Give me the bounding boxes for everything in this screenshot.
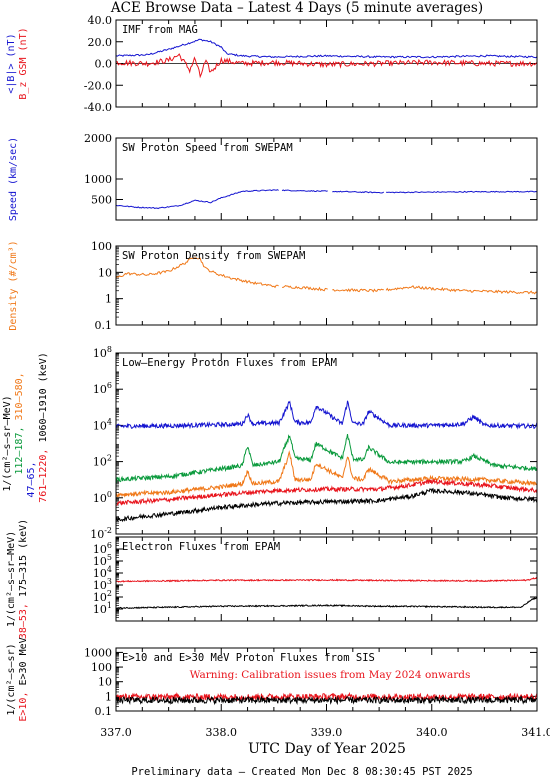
plot-frame bbox=[115, 19, 538, 108]
series-line-38-53 bbox=[116, 576, 537, 583]
y-tick-label: 500 bbox=[91, 194, 112, 207]
y-tick-label: 0.0 bbox=[95, 58, 113, 71]
svg-text:E>10, E>30 MeV: E>10, E>30 MeV bbox=[18, 637, 29, 721]
y-tick-label: 1000 bbox=[84, 173, 112, 186]
y-tick-labels: 2000 1000 500 bbox=[84, 132, 537, 207]
y-tick-label: 0.1 bbox=[95, 705, 113, 718]
y-tick-label: 104 bbox=[93, 417, 112, 432]
panels: 40.0 20.0 0.0 -20.0 -40.0 IMF from MAG <|B|> (… bbox=[2, 14, 538, 722]
panel-title: SW Proton Density from SWEPAM bbox=[122, 250, 305, 262]
x-tick-label: 339.0 bbox=[311, 726, 343, 739]
y-axis-label: 1/(cm²–s–sr–MeV) 112–187, 310–580,47–65, 7… bbox=[2, 352, 49, 503]
y-tick-labels: 108 106 104 102 100 10-2 bbox=[90, 345, 537, 541]
plot-frame bbox=[115, 536, 538, 622]
y-tick-label: 40.0 bbox=[88, 14, 113, 27]
y-tick-label: 2000 bbox=[84, 132, 112, 145]
svg-text:112–187, 310–580,: 112–187, 310–580, bbox=[14, 372, 25, 474]
y-tick-label: 1 bbox=[105, 293, 112, 306]
y-tick-label: 108 bbox=[93, 345, 112, 360]
svg-text:Density (#/cm³): Density (#/cm³) bbox=[8, 240, 19, 330]
calibration-warning: Warning: Calibration issues from May 202… bbox=[190, 669, 471, 681]
panel-title: IMF from MAG bbox=[122, 24, 198, 36]
y-axis-label: 1/(cm²–s–sr–MeV) 38–53, 175–315 (keV) bbox=[6, 519, 29, 639]
y-tick-label: -40.0 bbox=[84, 101, 112, 114]
x-tick-label: 337.0 bbox=[100, 726, 132, 739]
y-tick-labels: 40.0 20.0 0.0 -20.0 -40.0 bbox=[84, 14, 537, 114]
footer-note: Preliminary data – Created Mon Dec 8 08:… bbox=[131, 766, 472, 778]
svg-text:1/(cm²–s–sr): 1/(cm²–s–sr) bbox=[6, 643, 17, 715]
svg-text:1/(cm²–s–sr–MeV): 1/(cm²–s–sr–MeV) bbox=[6, 531, 17, 627]
svg-text:47–65,: 47–65, bbox=[26, 461, 37, 497]
series-line-310-580 bbox=[116, 450, 537, 498]
svg-text:B_z GSM (nT): B_z GSM (nT) bbox=[18, 27, 29, 99]
y-axis-label: Speed (km/sec) bbox=[8, 137, 19, 221]
y-tick-label: 101 bbox=[93, 601, 112, 616]
series-line-112-187 bbox=[116, 434, 537, 484]
x-axis-label: UTC Day of Year 2025 bbox=[248, 741, 406, 757]
panel-title: SW Proton Speed from SWEPAM bbox=[122, 142, 293, 154]
plot-frame bbox=[115, 245, 538, 326]
series-line--b- bbox=[116, 38, 537, 59]
plot-frame bbox=[115, 647, 538, 712]
panel-density: 100 10 1 0.1 SW Proton Density from SWEPAM De… bbox=[8, 240, 538, 332]
svg-text:Speed (km/sec): Speed (km/sec) bbox=[8, 137, 19, 221]
plot-frame bbox=[115, 137, 538, 221]
y-tick-label: -20.0 bbox=[84, 79, 112, 92]
panel-sis: 1000 100 101 0.1 E>10 and E>30 MeV Proton Fl… bbox=[6, 637, 538, 722]
y-tick-label: 20.0 bbox=[88, 36, 113, 49]
plot-frame bbox=[115, 352, 538, 535]
panel-epam_p: 108 106 104 102 100 10-2 Low–Energy Proton Flu… bbox=[2, 345, 538, 541]
x-tick-label: 341.0 bbox=[521, 726, 550, 739]
svg-text:38–53, 175–315 (keV): 38–53, 175–315 (keV) bbox=[18, 519, 29, 639]
series-line-e-30 bbox=[116, 695, 537, 706]
y-tick-label: 10-2 bbox=[90, 526, 112, 541]
series-line-47-65 bbox=[116, 400, 537, 430]
panel-title: Electron Fluxes from EPAM bbox=[122, 541, 280, 553]
figure-title: ACE Browse Data – Latest 4 Days (5 minut… bbox=[110, 0, 483, 16]
y-tick-label: 102 bbox=[93, 454, 112, 469]
y-axis-label: <|B|> (nT) B_z GSM (nT) bbox=[6, 27, 29, 99]
series-line-speed bbox=[116, 189, 537, 210]
svg-text:1/(cm²–s–sr–MeV): 1/(cm²–s–sr–MeV) bbox=[2, 395, 13, 491]
svg-text:<|B|> (nT): <|B|> (nT) bbox=[6, 33, 17, 93]
y-tick-label: 100 bbox=[91, 240, 112, 253]
y-tick-label: 10 bbox=[98, 676, 112, 689]
series-line-b-z-gsm bbox=[116, 53, 537, 79]
y-tick-label: 0.1 bbox=[95, 319, 113, 332]
svg-text:761–1220, 1060–1910 (keV): 761–1220, 1060–1910 (keV) bbox=[38, 352, 49, 503]
series-line-1060-1910 bbox=[116, 487, 537, 523]
x-tick-labels: 337.0 338.0 339.0 340.0 341.0 bbox=[100, 726, 550, 739]
panel-speed: 2000 1000 500 SW Proton Speed from SWEPAM Sp… bbox=[8, 132, 538, 221]
series-line-761-1220 bbox=[116, 478, 537, 506]
series-line-175-315 bbox=[116, 596, 537, 610]
y-tick-label: 100 bbox=[91, 661, 112, 674]
panel-title: Low–Energy Proton Fluxes from EPAM bbox=[122, 357, 337, 369]
panel-title: E>10 and E>30 MeV Proton Fluxes from SIS bbox=[122, 652, 375, 664]
x-tick-label: 340.0 bbox=[416, 726, 448, 739]
panel-imf: 40.0 20.0 0.0 -20.0 -40.0 IMF from MAG <|B|> (… bbox=[6, 14, 538, 114]
y-tick-label: 100 bbox=[93, 490, 112, 505]
y-axis-label: Density (#/cm³) bbox=[8, 240, 19, 330]
y-tick-label: 10 bbox=[98, 266, 112, 279]
y-axis-label: 1/(cm²–s–sr) E>10, E>30 MeV bbox=[6, 637, 29, 721]
y-tick-label: 1 bbox=[105, 690, 112, 703]
series-line-density bbox=[116, 257, 537, 295]
x-tick-label: 338.0 bbox=[206, 726, 238, 739]
y-tick-label: 106 bbox=[93, 381, 112, 396]
y-tick-label: 1000 bbox=[84, 646, 112, 659]
